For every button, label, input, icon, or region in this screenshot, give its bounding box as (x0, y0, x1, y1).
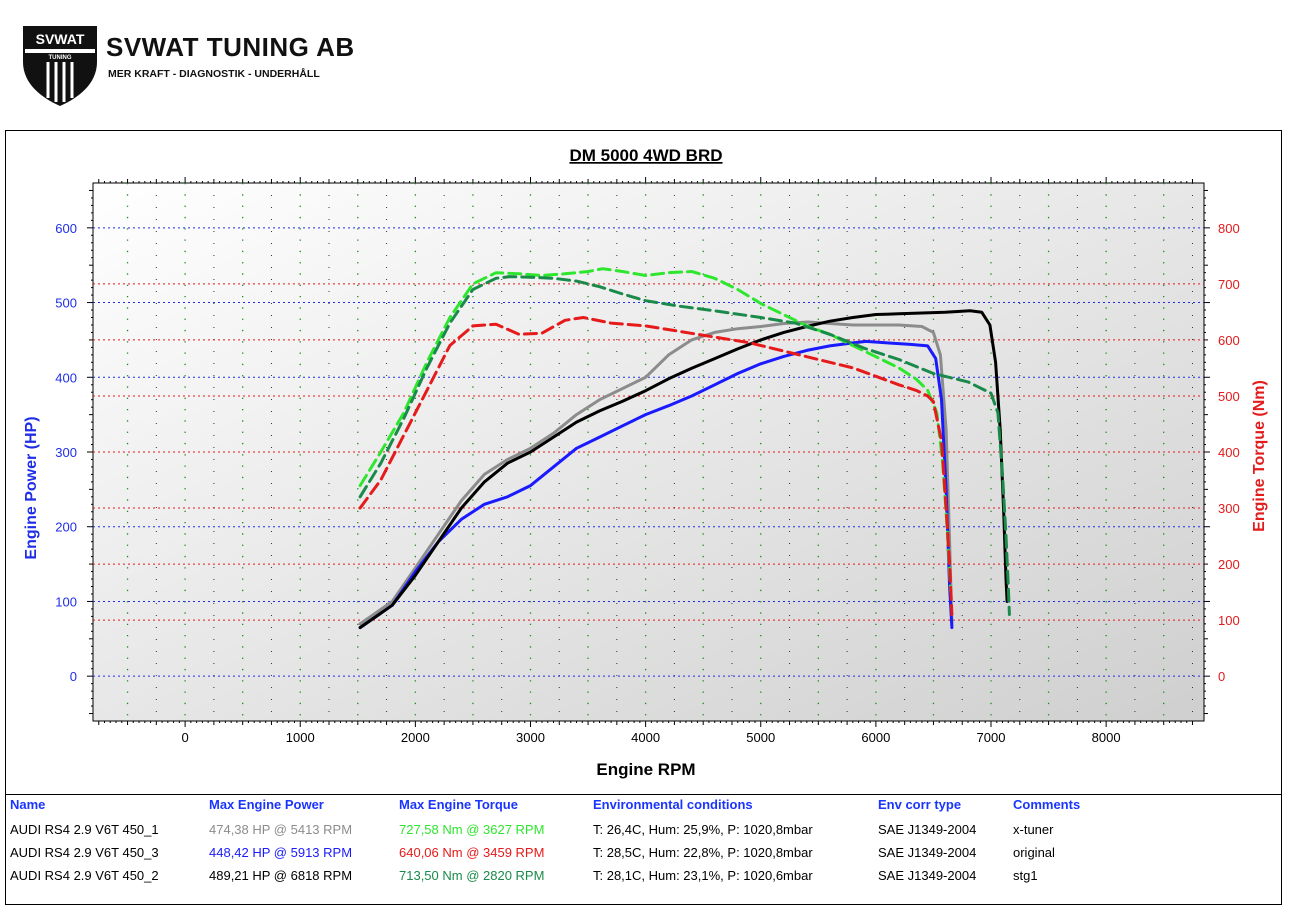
x-tick-label: 8000 (1092, 730, 1121, 745)
brand-tagline: MER KRAFT - DIAGNOSTIK - UNDERHÅLL (108, 68, 320, 80)
header-name: Name (10, 797, 46, 812)
y-right-tick-label: 600 (1218, 333, 1240, 348)
header-corr: Env corr type (878, 797, 962, 812)
y-right-tick-label: 800 (1218, 221, 1240, 236)
x-tick-label: 2000 (401, 730, 430, 745)
x-tick-label: 1000 (286, 730, 315, 745)
cell-max-power: 474,38 HP @ 5413 RPM (209, 822, 353, 837)
table-row: AUDI RS4 2.9 V6T 450_1 474,38 HP @ 5413 R… (6, 822, 1281, 844)
y-right-tick-label: 400 (1218, 445, 1240, 460)
header-power: Max Engine Power (209, 797, 324, 812)
cell-max-power: 489,21 HP @ 6818 RPM (209, 868, 353, 883)
cell-corr-type: SAE J1349-2004 (878, 868, 977, 883)
table-header-row: Name Max Engine Power Max Engine Torque … (6, 797, 1281, 819)
x-tick-label: 0 (181, 730, 188, 745)
y-left-tick-label: 500 (55, 296, 77, 311)
header-env: Environmental conditions (593, 797, 753, 812)
badge-top-text: SVWAT (36, 31, 85, 47)
x-tick-label: 4000 (631, 730, 660, 745)
x-tick-label: 7000 (977, 730, 1006, 745)
cell-name: AUDI RS4 2.9 V6T 450_1 (10, 822, 159, 837)
y-left-tick-label: 200 (55, 520, 77, 535)
y-right-tick-label: 200 (1218, 557, 1240, 572)
header-torque: Max Engine Torque (399, 797, 518, 812)
cell-env-conditions: T: 28,1C, Hum: 23,1%, P: 1020,6mbar (593, 868, 813, 883)
y-right-tick-label: 100 (1218, 613, 1240, 628)
cell-max-torque: 727,58 Nm @ 3627 RPM (399, 822, 545, 837)
y-left-tick-label: 600 (55, 221, 77, 236)
cell-name: AUDI RS4 2.9 V6T 450_2 (10, 868, 159, 883)
y-right-tick-label: 500 (1218, 389, 1240, 404)
cell-env-conditions: T: 28,5C, Hum: 22,8%, P: 1020,8mbar (593, 845, 813, 860)
cell-max-power: 448,42 HP @ 5913 RPM (209, 845, 353, 860)
x-axis-label: Engine RPM (596, 760, 695, 779)
y-axis-left-label: Engine Power (HP) (23, 416, 40, 559)
y-right-tick-label: 300 (1218, 501, 1240, 516)
cell-comment: x-tuner (1013, 822, 1054, 837)
y-left-tick-label: 100 (55, 594, 77, 609)
cell-corr-type: SAE J1349-2004 (878, 822, 977, 837)
x-tick-label: 6000 (861, 730, 890, 745)
y-left-tick-label: 400 (55, 370, 77, 385)
cell-env-conditions: T: 26,4C, Hum: 25,9%, P: 1020,8mbar (593, 822, 813, 837)
y-right-tick-label: 0 (1218, 669, 1225, 684)
x-tick-label: 5000 (746, 730, 775, 745)
x-tick-label: 3000 (516, 730, 545, 745)
dyno-chart-frame: DM 5000 4WD BRD 0 1000 2000 3000 4000 5000 600… (5, 130, 1282, 905)
table-row: AUDI RS4 2.9 V6T 450_3 448,42 HP @ 5913 R… (6, 845, 1281, 867)
y-right-tick-label: 700 (1218, 277, 1240, 292)
series-line-power-3 (358, 309, 1009, 630)
cell-max-torque: 713,50 Nm @ 2820 RPM (399, 868, 545, 883)
cell-name: AUDI RS4 2.9 V6T 450_3 (10, 845, 159, 860)
shield-logo-icon: SVWAT TUNING (23, 26, 97, 106)
series-line-torque-5 (358, 316, 954, 616)
series-line-power-2 (358, 339, 954, 630)
cell-comment: stg1 (1013, 868, 1038, 883)
series-line-torque-4 (358, 267, 953, 594)
y-left-tick-label: 300 (55, 445, 77, 460)
table-row: AUDI RS4 2.9 V6T 450_2 489,21 HP @ 6818 R… (6, 868, 1281, 890)
y-axis-right-label: Engine Torque (Nm) (1251, 380, 1268, 532)
dyno-chart: DM 5000 4WD BRD 0 1000 2000 3000 4000 5000 600… (23, 146, 1268, 779)
y-left-tick-label: 0 (70, 669, 77, 684)
cell-comment: original (1013, 845, 1055, 860)
cell-max-torque: 640,06 Nm @ 3459 RPM (399, 845, 545, 860)
results-table: Name Max Engine Power Max Engine Torque … (6, 794, 1281, 883)
company-logo: SVWAT TUNING (20, 22, 365, 112)
series-line-torque-6 (358, 275, 1011, 616)
chart-title: DM 5000 4WD BRD (569, 146, 722, 165)
cell-corr-type: SAE J1349-2004 (878, 845, 977, 860)
header-comments: Comments (1013, 797, 1081, 812)
brand-name: SVWAT TUNING AB (106, 32, 355, 62)
badge-bottom-text: TUNING (49, 55, 72, 61)
